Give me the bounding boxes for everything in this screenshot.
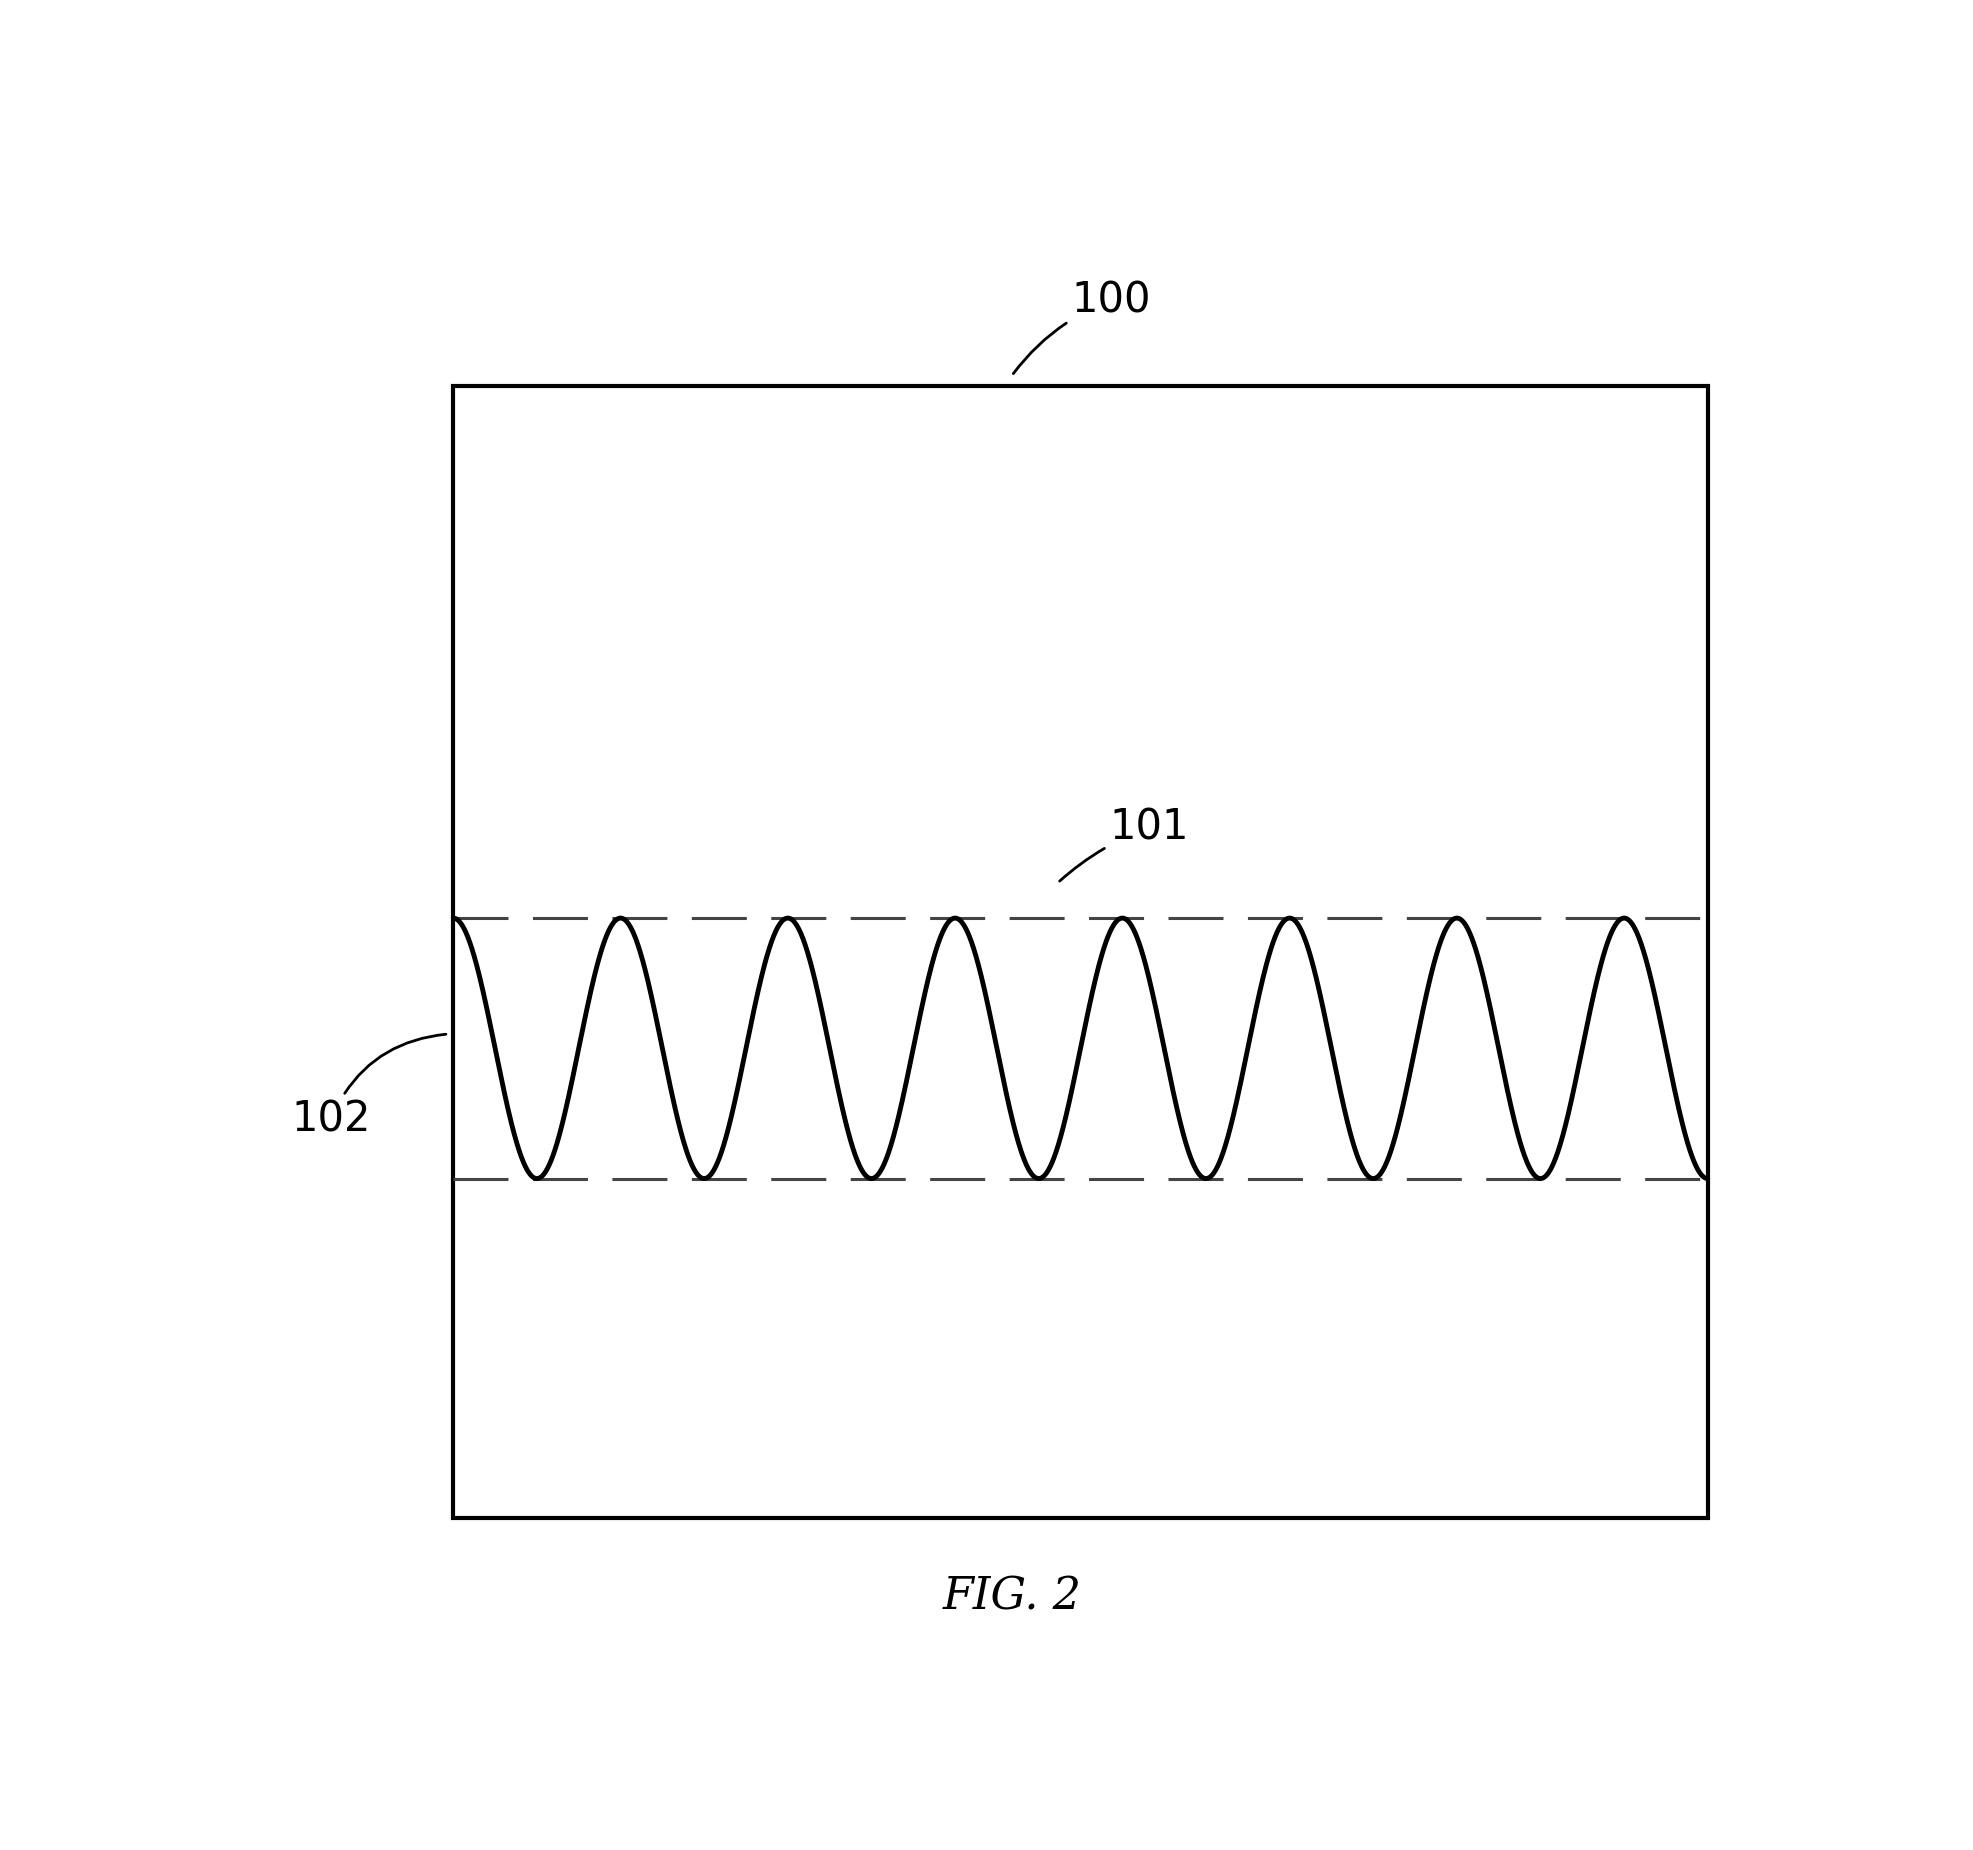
Text: 100: 100 bbox=[1012, 279, 1150, 374]
Text: 102: 102 bbox=[292, 1034, 446, 1140]
Text: 101: 101 bbox=[1060, 807, 1188, 881]
Text: FIG. 2: FIG. 2 bbox=[941, 1574, 1081, 1619]
Bar bbox=[454, 387, 1707, 1519]
